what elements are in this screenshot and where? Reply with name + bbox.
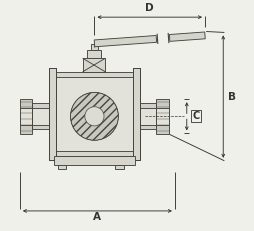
Bar xyxy=(115,165,124,169)
Bar xyxy=(132,68,139,160)
Bar xyxy=(49,68,56,160)
Bar xyxy=(20,108,32,125)
Text: B: B xyxy=(227,92,235,102)
Text: A: A xyxy=(93,212,101,222)
Bar xyxy=(57,165,66,169)
Bar xyxy=(139,108,156,125)
Bar xyxy=(156,99,168,134)
Bar xyxy=(54,77,135,151)
Text: C: C xyxy=(192,111,199,121)
Bar xyxy=(82,58,105,72)
Bar xyxy=(32,108,49,125)
Bar xyxy=(32,103,49,129)
Bar xyxy=(91,44,97,49)
Bar xyxy=(156,108,168,125)
Circle shape xyxy=(85,107,104,126)
Bar xyxy=(132,68,139,160)
Bar xyxy=(54,156,135,165)
Polygon shape xyxy=(94,36,156,47)
Bar xyxy=(20,99,32,134)
Bar xyxy=(49,72,139,156)
Bar xyxy=(87,49,101,58)
Text: D: D xyxy=(145,3,153,13)
Circle shape xyxy=(70,92,118,140)
Bar xyxy=(49,68,56,160)
Bar xyxy=(139,103,156,129)
Polygon shape xyxy=(169,32,204,41)
